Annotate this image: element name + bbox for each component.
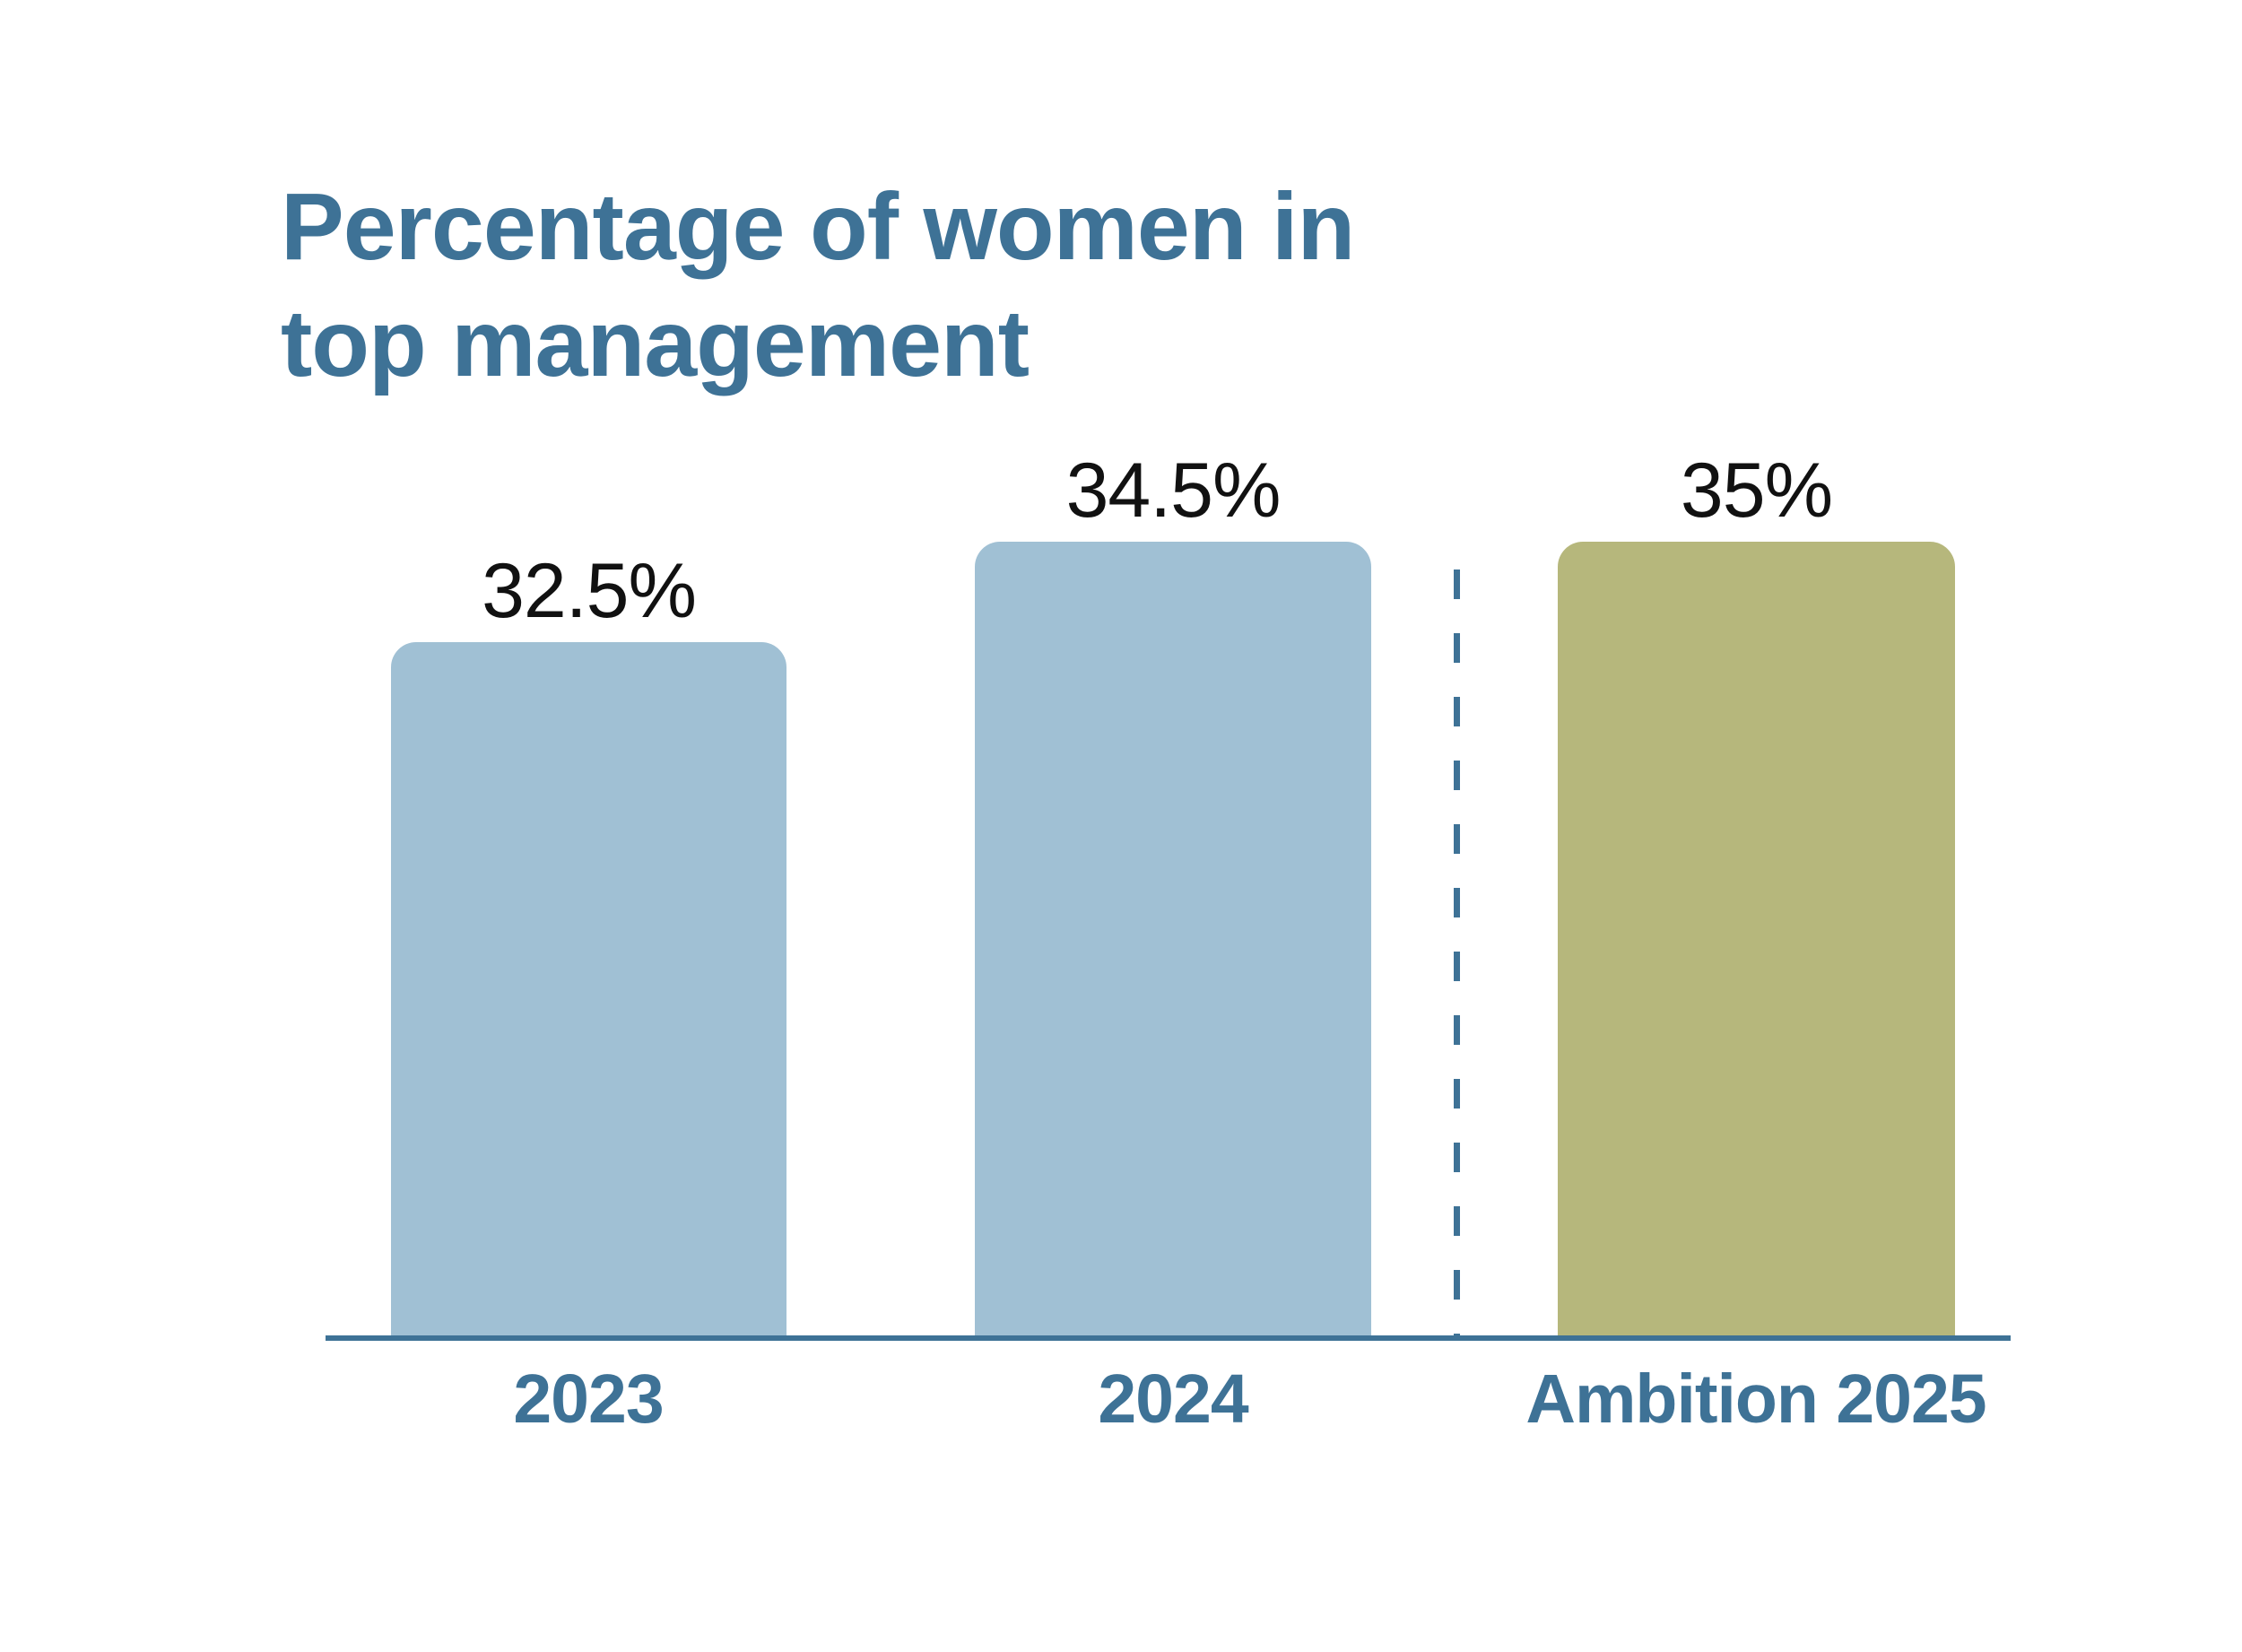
value-label-ambition-2025: 35% (1680, 448, 1833, 534)
bar-2023: 32.5% (391, 552, 786, 1335)
bar-2024: 34.5% (975, 452, 1371, 1335)
x-axis-line (326, 1335, 2011, 1341)
x-label-ambition-2025: Ambition 2025 (1525, 1361, 1986, 1438)
chart-title: Percentage of women in top management (281, 169, 1355, 402)
bar-ambition-2025: 35% (1558, 452, 1955, 1335)
ambition-separator-dashed-line (1454, 570, 1460, 1335)
chart-title-line-2: top management (281, 291, 1030, 396)
x-label-2023: 2023 (513, 1361, 664, 1438)
value-label-2024: 34.5% (1065, 448, 1282, 534)
chart-title-line-1: Percentage of women in (281, 174, 1355, 280)
x-label-2024: 2024 (1098, 1361, 1248, 1438)
value-label-2023: 32.5% (482, 548, 697, 634)
